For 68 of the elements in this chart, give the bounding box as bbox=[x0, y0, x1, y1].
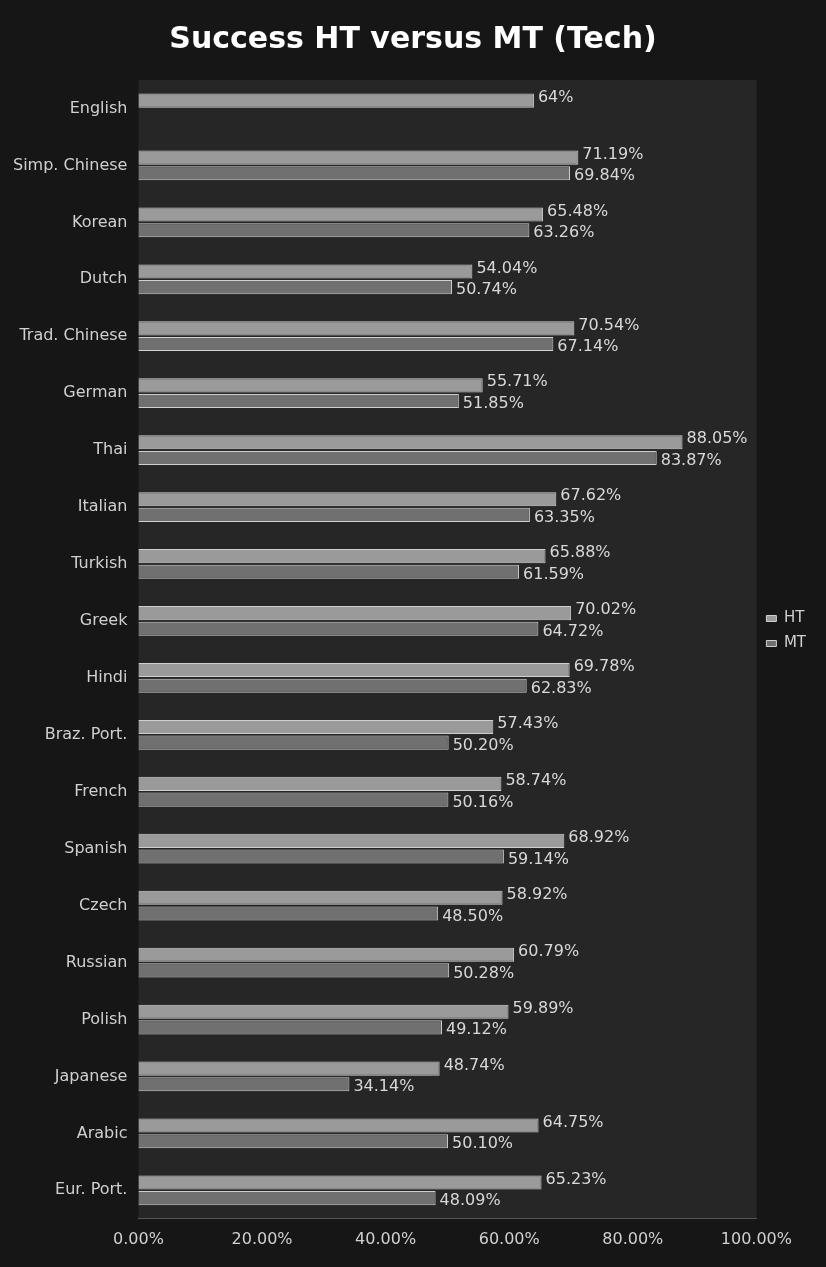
data-label: 83.87% bbox=[660, 450, 722, 470]
data-label: 57.43% bbox=[497, 713, 559, 733]
data-label: 59.14% bbox=[507, 848, 569, 868]
y-tick-label: Japanese bbox=[53, 1065, 128, 1085]
y-tick-label: English bbox=[69, 97, 128, 117]
y-tick-label: Braz. Port. bbox=[44, 723, 128, 743]
y-tick-label: Greek bbox=[79, 610, 129, 630]
data-label: 50.74% bbox=[455, 279, 518, 299]
data-label: 67.14% bbox=[557, 336, 619, 356]
data-label: 48.09% bbox=[439, 1190, 501, 1210]
y-tick-label: German bbox=[63, 382, 128, 402]
data-label: 50.20% bbox=[452, 734, 514, 754]
data-label: 69.84% bbox=[574, 165, 636, 185]
chart-title: Success HT versus MT (Tech) bbox=[169, 19, 657, 55]
y-tick-label: Arabic bbox=[76, 1122, 128, 1142]
y-tick-label: Hindi bbox=[86, 667, 128, 687]
y-tick-label: Trad. Chinese bbox=[18, 325, 128, 345]
y-tick-label: Czech bbox=[79, 894, 128, 914]
legend-label: HT bbox=[783, 608, 806, 627]
y-tick-label: Polish bbox=[81, 1008, 128, 1028]
data-label: 55.71% bbox=[486, 371, 548, 391]
y-tick-label: Eur. Port. bbox=[55, 1179, 128, 1199]
data-label: 48.74% bbox=[443, 1054, 505, 1074]
data-label: 70.54% bbox=[578, 314, 640, 334]
data-label: 88.05% bbox=[686, 428, 748, 448]
legend-label: MT bbox=[783, 633, 807, 652]
data-label: 63.26% bbox=[533, 222, 595, 242]
data-label: 49.12% bbox=[445, 1019, 507, 1039]
data-label: 63.35% bbox=[533, 507, 595, 527]
y-tick-label: Simp. Chinese bbox=[13, 154, 128, 174]
x-tick-label: 20.00% bbox=[231, 1228, 293, 1248]
x-tick-label: 0.00% bbox=[113, 1228, 164, 1248]
data-label: 62.83% bbox=[530, 677, 592, 697]
data-label: 64% bbox=[537, 86, 574, 106]
data-label: 70.02% bbox=[575, 599, 637, 619]
x-tick-label: 80.00% bbox=[602, 1228, 664, 1248]
y-tick-label: Turkish bbox=[70, 553, 128, 573]
y-tick-label: Russian bbox=[65, 951, 128, 971]
data-label: 65.48% bbox=[547, 200, 609, 220]
y-tick-label: French bbox=[74, 780, 128, 800]
data-label: 67.62% bbox=[560, 485, 622, 505]
data-label: 71.19% bbox=[582, 143, 644, 163]
data-label: 54.04% bbox=[476, 257, 538, 277]
y-tick-label: Dutch bbox=[79, 268, 128, 288]
data-label: 68.92% bbox=[568, 827, 630, 847]
x-tick-label: 40.00% bbox=[355, 1228, 417, 1248]
y-tick-label: Korean bbox=[71, 211, 128, 231]
data-label: 65.23% bbox=[545, 1168, 607, 1188]
data-label: 50.16% bbox=[452, 791, 514, 811]
data-label: 64.72% bbox=[542, 620, 604, 640]
x-tick-label: 60.00% bbox=[478, 1228, 540, 1248]
data-label: 51.85% bbox=[462, 393, 524, 413]
data-label: 64.75% bbox=[542, 1111, 604, 1131]
data-label: 48.50% bbox=[442, 905, 504, 925]
data-label: 60.79% bbox=[518, 940, 580, 960]
data-label: 50.28% bbox=[453, 962, 515, 982]
data-label: 61.59% bbox=[523, 563, 585, 583]
data-label: 69.78% bbox=[573, 656, 635, 676]
data-label: 34.14% bbox=[353, 1076, 415, 1096]
data-label: 58.74% bbox=[505, 770, 567, 790]
data-label: 58.92% bbox=[506, 883, 568, 903]
x-tick-label: 100.00% bbox=[720, 1228, 792, 1248]
y-tick-label: Italian bbox=[77, 496, 128, 516]
data-label: 65.88% bbox=[549, 542, 611, 562]
y-tick-label: Thai bbox=[92, 439, 128, 459]
data-label: 50.10% bbox=[452, 1133, 514, 1153]
y-tick-label: Spanish bbox=[64, 837, 128, 857]
data-label: 59.89% bbox=[512, 997, 574, 1017]
